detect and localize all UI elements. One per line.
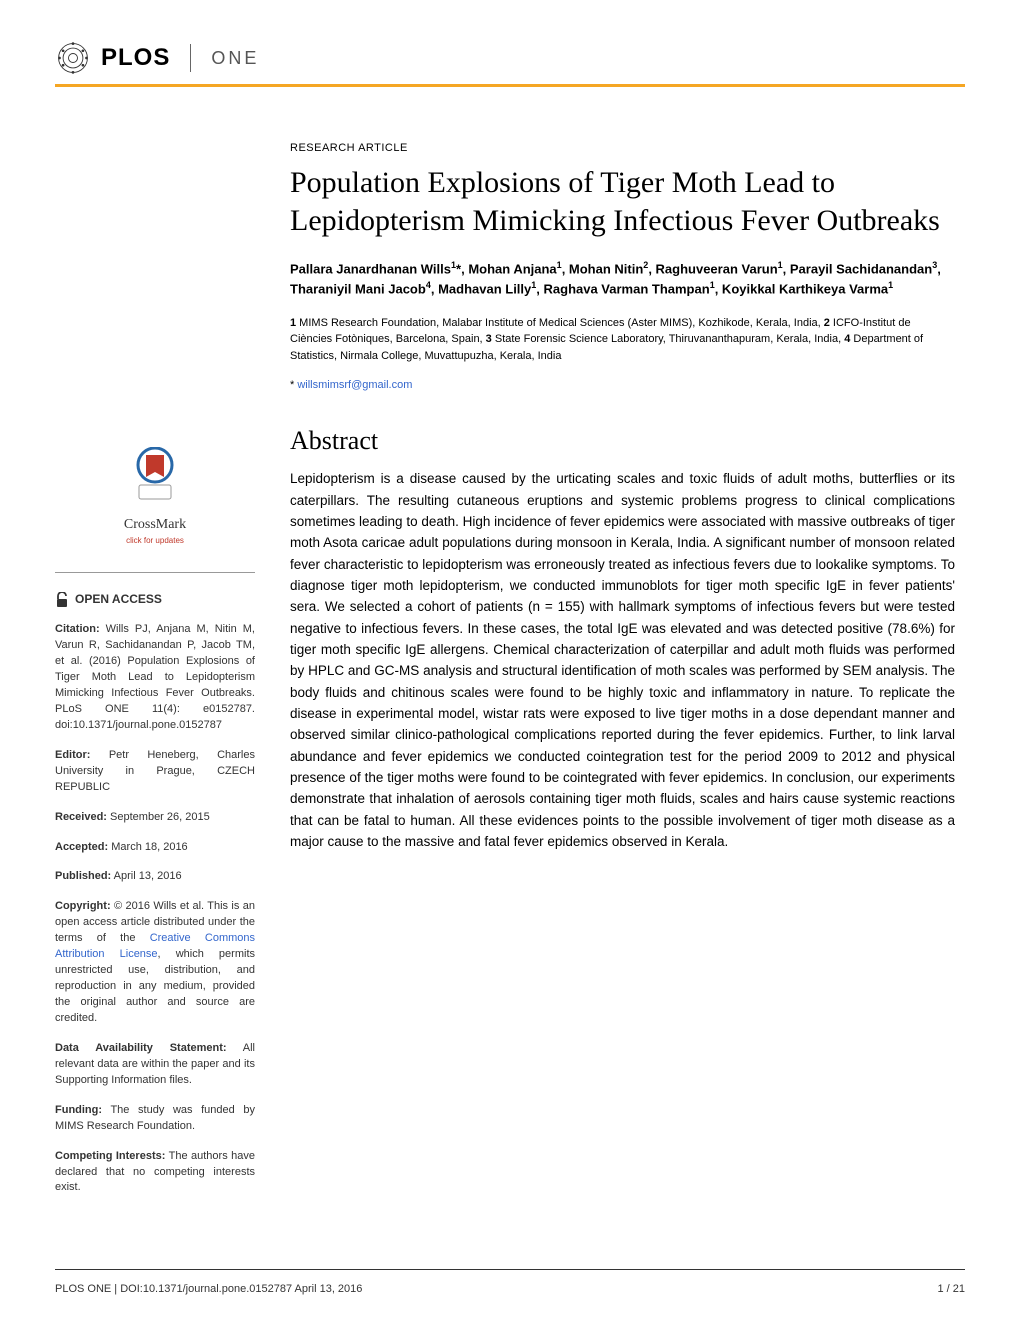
data-availability-block: Data Availability Statement: All relevan…	[55, 1041, 255, 1089]
sidebar-divider	[55, 572, 255, 573]
abstract-text: Lepidopterism is a disease caused by the…	[290, 468, 955, 852]
author-list: Pallara Janardhanan Wills1*, Mohan Anjan…	[290, 259, 955, 300]
journal-name: ONE	[211, 48, 259, 69]
copyright-block: Copyright: © 2016 Wills et al. This is a…	[55, 899, 255, 1027]
published-block: Published: April 13, 2016	[55, 869, 255, 885]
accepted-block: Accepted: March 18, 2016	[55, 840, 255, 856]
editor-block: Editor: Petr Heneberg, Charles Universit…	[55, 748, 255, 796]
citation-block: Citation: Wills PJ, Anjana M, Nitin M, V…	[55, 622, 255, 734]
affiliations: 1 MIMS Research Foundation, Malabar Inst…	[290, 315, 955, 365]
crossmark-icon	[131, 447, 179, 507]
open-access-label: OPEN ACCESS	[75, 591, 162, 608]
corresponding-author: * willsmimsrf@gmail.com	[290, 379, 955, 391]
footer-citation: PLOS ONE | DOI:10.1371/journal.pone.0152…	[55, 1283, 362, 1295]
article-title: Population Explosions of Tiger Moth Lead…	[290, 164, 955, 239]
open-lock-icon	[55, 592, 69, 608]
article-type: RESEARCH ARTICLE	[290, 142, 955, 154]
plos-logo: PLOS ONE	[55, 40, 259, 76]
main-content: RESEARCH ARTICLE Population Explosions o…	[290, 142, 965, 1210]
page-footer: PLOS ONE | DOI:10.1371/journal.pone.0152…	[55, 1283, 965, 1295]
plos-globe-icon	[55, 40, 91, 76]
logo-divider	[190, 44, 191, 72]
plos-wordmark: PLOS	[101, 44, 170, 72]
crossmark-sublabel: click for updates	[55, 535, 255, 547]
abstract-heading: Abstract	[290, 426, 955, 456]
sidebar: CrossMark click for updates OPEN ACCESS …	[55, 142, 255, 1210]
received-block: Received: September 26, 2015	[55, 810, 255, 826]
corr-email-link[interactable]: willsmimsrf@gmail.com	[297, 379, 412, 391]
crossmark-label: CrossMark	[55, 515, 255, 535]
funding-block: Funding: The study was funded by MIMS Re…	[55, 1103, 255, 1135]
page-number: 1 / 21	[937, 1283, 965, 1295]
journal-header: PLOS ONE	[55, 40, 965, 87]
open-access-badge: OPEN ACCESS	[55, 591, 255, 608]
footer-divider	[55, 1269, 965, 1270]
crossmark-badge[interactable]: CrossMark click for updates	[55, 447, 255, 547]
competing-interests-block: Competing Interests: The authors have de…	[55, 1149, 255, 1197]
